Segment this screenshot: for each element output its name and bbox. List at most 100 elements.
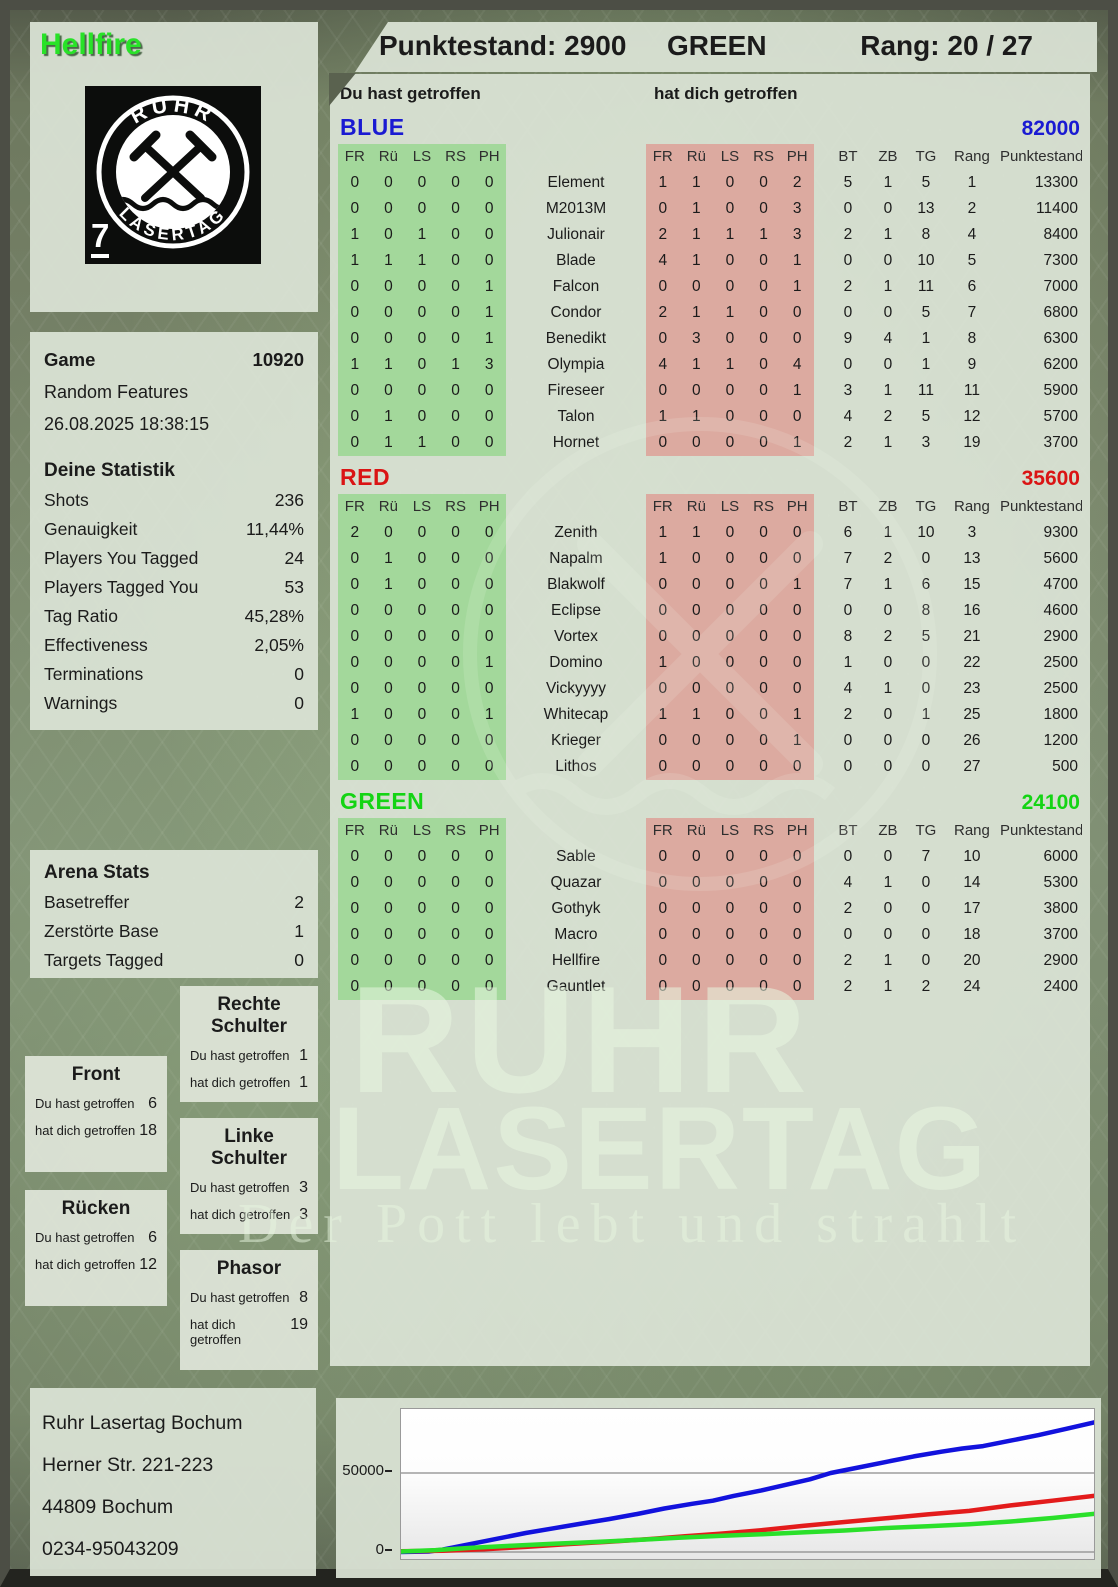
- tg-cell: 0: [921, 732, 931, 749]
- stat-row: Zerstörte Base 1: [44, 917, 304, 946]
- hit-you-cell: 0: [713, 546, 747, 572]
- rank-cell: 12: [963, 408, 981, 425]
- bt-cell: 2: [843, 900, 853, 917]
- you-hit-col-header: FR: [338, 494, 372, 520]
- hit-you-cell: 0: [713, 520, 747, 546]
- gap: [814, 352, 828, 378]
- zb-cell: 1: [883, 434, 893, 451]
- gap: [814, 896, 828, 922]
- rank-cell: 13: [963, 550, 981, 567]
- you-hit-cell: 0: [472, 754, 506, 780]
- scores-panel: RUHR LASERTAG Der Pott lebt und strahlt …: [238, 73, 1090, 1366]
- hit-you-cell: 0: [780, 974, 814, 1000]
- gap: [814, 248, 828, 274]
- you-hit-col-header: Rü: [371, 494, 406, 520]
- zone-title: Linke Schulter: [210, 1126, 288, 1169]
- player-name-cell: Olympia: [547, 356, 605, 373]
- you-hit-cell: 0: [338, 546, 372, 572]
- hit-you-cell: 4: [780, 352, 814, 378]
- hit-you-cell: 3: [780, 196, 814, 222]
- you-hit-cell: 0: [405, 520, 439, 546]
- gap: [814, 844, 828, 870]
- player-name-cell: Fireseer: [547, 382, 605, 399]
- you-hit-cell: 0: [371, 520, 406, 546]
- hit-you-cell: 0: [746, 728, 781, 754]
- zb-cell: 1: [883, 174, 893, 191]
- rank-cell: 16: [963, 602, 981, 619]
- hit-you-cell: 0: [645, 676, 680, 702]
- gap: [814, 300, 828, 326]
- hit-you-cell: 0: [713, 274, 747, 300]
- you-hit-cell: 0: [405, 896, 439, 922]
- you-hit-cell: 0: [472, 624, 506, 650]
- hit-you-cell: 0: [645, 844, 680, 870]
- hit-you-cell: 0: [780, 598, 814, 624]
- hit-you-cell: 0: [645, 754, 680, 780]
- zone-them-value: 19: [290, 1316, 308, 1333]
- bt-cell: 0: [843, 200, 853, 217]
- y-axis-tick-50000: 50000: [336, 1462, 392, 1479]
- hit-you-cell: 0: [780, 650, 814, 676]
- hit-you-cell: 0: [713, 650, 747, 676]
- hit-you-cell: 1: [645, 520, 680, 546]
- you-hit-cell: 0: [472, 248, 506, 274]
- hit-you-col-header: RS: [746, 144, 781, 170]
- score-cell: 2500: [1043, 654, 1078, 671]
- stat-col-header: Rang: [954, 822, 990, 839]
- tg-cell: 0: [921, 952, 931, 969]
- hit-you-cell: 0: [780, 844, 814, 870]
- rank-cell: 21: [963, 628, 981, 645]
- you-hit-cell: 0: [338, 196, 372, 222]
- player-name-cell: Gauntlet: [546, 978, 606, 995]
- hit-you-cell: 0: [645, 728, 680, 754]
- you-hit-cell: 0: [371, 598, 406, 624]
- team-section-red: RED 35600 FR Rü LS RS PH FR Rü LS RS PH BT ZB TG Rang Pu…: [338, 464, 1082, 780]
- you-hit-cell: 0: [405, 676, 439, 702]
- gap: [814, 598, 828, 624]
- column-labels: Du hast getroffen hat dich getroffen: [338, 82, 1082, 110]
- hit-you-cell: 0: [746, 650, 781, 676]
- venue-address-panel: Ruhr Lasertag Bochum Herner Str. 221-223…: [30, 1388, 316, 1576]
- player-name-cell: Krieger: [550, 732, 601, 749]
- zone-you-value: 8: [299, 1289, 308, 1306]
- hit-you-cell: 0: [645, 326, 680, 352]
- stat-value: 0: [294, 664, 304, 684]
- game-datetime: 26.08.2025 18:38:15: [44, 414, 210, 434]
- rank-cell: 24: [963, 978, 981, 995]
- gap: [814, 378, 828, 404]
- hit-you-cell: 0: [746, 974, 781, 1000]
- player-name-col-spacer: [506, 494, 646, 520]
- hit-zone-back: Rücken Du hast getroffen 6 hat dich getro…: [25, 1190, 167, 1306]
- rank-cell: 14: [963, 874, 981, 891]
- hit-you-cell: 1: [746, 222, 781, 248]
- hit-you-cell: 1: [679, 352, 714, 378]
- team-total-score: 24100: [1021, 791, 1080, 814]
- gap: [814, 494, 828, 520]
- score-cell: 7000: [1043, 278, 1078, 295]
- summary-header: Punktestand: 2900 GREEN Rang: 20 / 27: [355, 22, 1097, 72]
- hit-you-cell: 1: [679, 300, 714, 326]
- score-cell: 4600: [1043, 602, 1078, 619]
- table-row: 0 1 1 0 0 Hornet 0 0 0 0 1 2 1 3 19 3700: [338, 430, 1082, 456]
- zone-them-label: hat dich getroffen: [190, 1075, 291, 1090]
- zb-cell: 1: [883, 278, 893, 295]
- you-hit-cell: 0: [438, 196, 473, 222]
- you-hit-cell: 0: [338, 974, 372, 1000]
- rank-cell: 10: [963, 848, 981, 865]
- arena-stats-rows: Basetreffer 2 Zerstörte Base 1 Targets Tagge…: [44, 888, 304, 975]
- hit-you-cell: 1: [679, 702, 714, 728]
- hit-you-cell: 1: [645, 650, 680, 676]
- zb-cell: 0: [883, 900, 893, 917]
- hit-you-cell: 4: [645, 248, 680, 274]
- zone-them-label: hat dich getroffen: [35, 1123, 136, 1138]
- tg-cell: 8: [921, 226, 931, 243]
- player-name-cell: Macro: [554, 926, 598, 943]
- you-hit-cell: 0: [371, 896, 406, 922]
- score-cell: 11400: [1036, 200, 1078, 217]
- hit-you-cell: 0: [645, 196, 680, 222]
- you-hit-cell: 0: [338, 650, 372, 676]
- you-hit-cell: 0: [371, 222, 406, 248]
- you-hit-cell: 0: [472, 196, 506, 222]
- hit-you-cell: 0: [746, 676, 781, 702]
